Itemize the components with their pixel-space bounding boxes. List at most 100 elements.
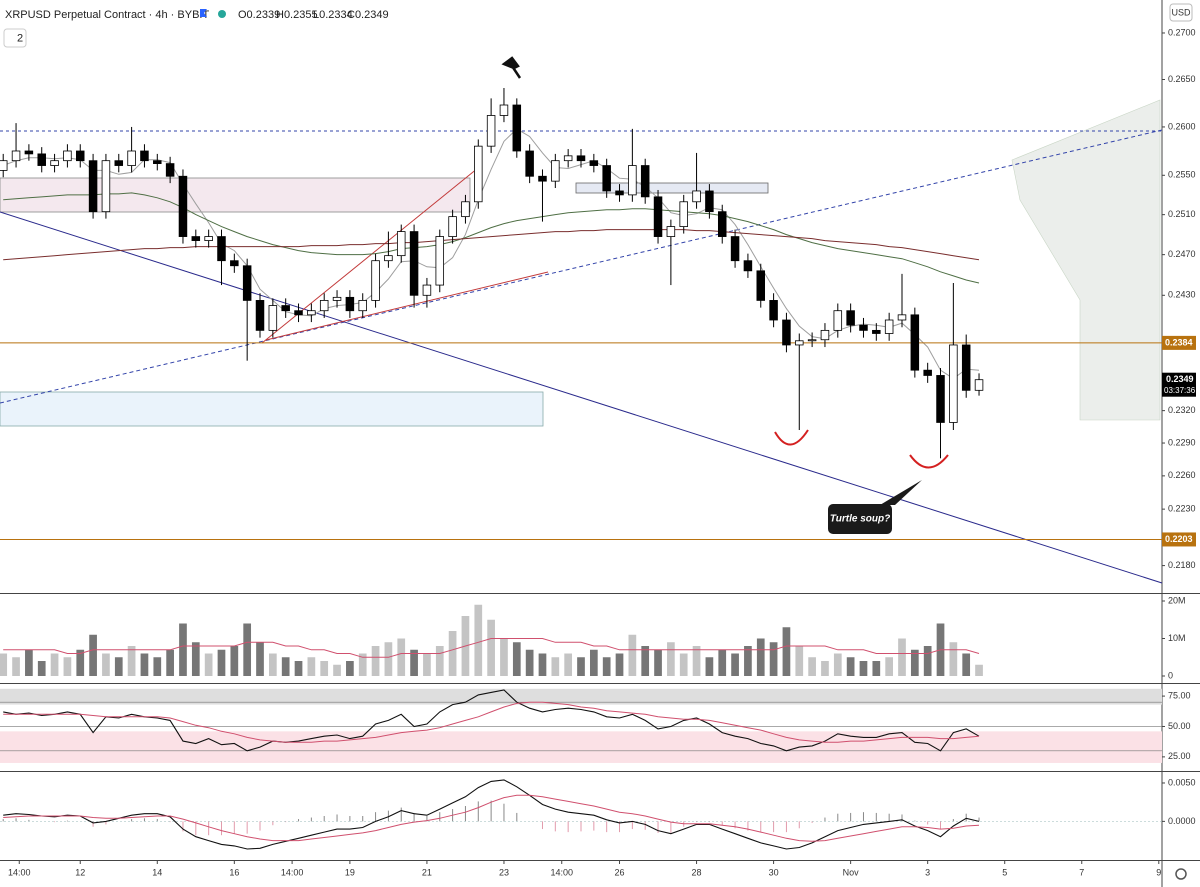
volume-bar <box>153 657 162 676</box>
candle-body <box>872 329 881 334</box>
x-tick-label: 5 <box>1002 867 1007 877</box>
candle-body <box>165 163 175 177</box>
candle-body <box>589 160 599 166</box>
volume-bar <box>872 661 881 676</box>
countdown: 03:37:36 <box>1164 386 1196 395</box>
volume-bar <box>898 638 906 676</box>
smile-mark <box>909 454 949 469</box>
candle-body <box>101 160 111 213</box>
volume-bar <box>602 657 611 676</box>
y-tick-label: 25.00 <box>1168 751 1191 761</box>
volume-bar <box>949 642 958 676</box>
candle-body <box>923 369 932 376</box>
candle-body <box>846 310 855 326</box>
volume-bar <box>615 653 624 676</box>
x-tick-label: 16 <box>229 867 239 877</box>
line <box>3 192 980 284</box>
volume-bar <box>204 653 213 676</box>
volume-bar <box>551 657 560 676</box>
candle-body <box>949 344 958 423</box>
volume-profile <box>1011 99 1161 421</box>
candle-body <box>730 236 740 262</box>
price-label-box <box>1162 335 1196 350</box>
settings-icon[interactable] <box>1175 868 1187 880</box>
last-price-box <box>1162 372 1196 397</box>
candle-body <box>409 231 419 296</box>
volume-bar <box>371 646 380 676</box>
candle-body <box>884 319 894 334</box>
candle-body <box>63 150 72 162</box>
trendline <box>0 211 1163 584</box>
x-tick-label: 3 <box>925 867 930 877</box>
volume-bar <box>179 623 187 676</box>
candle-body <box>743 260 753 272</box>
candle-body <box>448 216 457 237</box>
volume-bar <box>795 646 804 676</box>
candle-body <box>153 160 162 164</box>
x-tick-label: 14:00 <box>550 867 573 877</box>
y-tick-label: 0.0050 <box>1168 777 1196 787</box>
callout-tail <box>880 480 922 505</box>
candle-body <box>499 104 509 116</box>
x-tick-label: 14:00 <box>8 867 31 877</box>
volume-bar <box>679 653 688 676</box>
candle-body <box>332 296 342 301</box>
line <box>3 128 980 380</box>
y-tick-label: 0.2600 <box>1168 121 1196 131</box>
price-label: 0.2203 <box>1165 534 1193 544</box>
x-tick-label: 26 <box>615 867 625 877</box>
volume-bar <box>512 642 521 676</box>
currency-button[interactable] <box>1169 3 1193 22</box>
ohlc-value: H0.2355 <box>276 9 318 21</box>
currency[interactable]: USD <box>1171 7 1191 17</box>
band <box>0 731 1162 763</box>
x-tick-label: 14:00 <box>281 867 304 877</box>
volume-bar <box>320 661 329 676</box>
candle-body <box>653 196 663 237</box>
candle-body <box>204 236 213 241</box>
volume-bar <box>63 657 72 676</box>
volume-bar <box>256 642 264 676</box>
x-tick-label: 7 <box>1079 867 1084 877</box>
y-tick-label: 50.00 <box>1168 721 1191 731</box>
x-tick-label: 30 <box>769 867 779 877</box>
candle-body <box>833 310 843 331</box>
candle-body <box>551 160 560 182</box>
candle-body <box>230 260 239 267</box>
volume-bar <box>564 653 573 676</box>
candle-body <box>319 300 329 312</box>
marks: 0.2700 0.2650 0.2600 0.2550 0.2510 0.2470 0.24… <box>0 27 1196 877</box>
zone <box>575 182 769 194</box>
y-tick-label: 75.00 <box>1168 690 1191 700</box>
volume-bar <box>397 638 406 676</box>
y-tick-label: 0.2550 <box>1168 170 1196 180</box>
indicator-toggle[interactable] <box>3 28 27 48</box>
x-tick-label: 23 <box>499 867 509 877</box>
candle-body <box>576 155 586 162</box>
candle-body <box>396 231 406 257</box>
volume-bar <box>487 619 495 676</box>
candle-body <box>769 300 778 321</box>
volume-bar <box>718 649 727 676</box>
volume-bar <box>756 638 765 676</box>
volume-bar <box>127 646 136 676</box>
candle-body <box>217 236 226 262</box>
volume-bar <box>731 653 739 676</box>
volume-bar <box>667 642 675 676</box>
candle-body <box>422 284 432 296</box>
candle-body <box>961 344 971 391</box>
indicator-count[interactable]: 2 <box>17 32 23 44</box>
candle-body <box>114 160 124 166</box>
volume-bar <box>294 661 303 676</box>
volume-bar <box>384 642 393 676</box>
annotation: Turtle soup? <box>830 514 890 525</box>
y-tick-label: 0.2430 <box>1168 290 1196 300</box>
volume-bar <box>243 623 252 676</box>
candle-body <box>807 339 817 342</box>
candle-body <box>602 165 611 192</box>
volume-bar <box>589 649 598 676</box>
symbol-title: XRPUSD Perpetual Contract · 4h · BYBIT <box>5 9 209 21</box>
volume-bar <box>641 646 650 676</box>
volume-bar <box>89 634 97 676</box>
last-price-label: 0.2349 <box>1166 374 1194 384</box>
